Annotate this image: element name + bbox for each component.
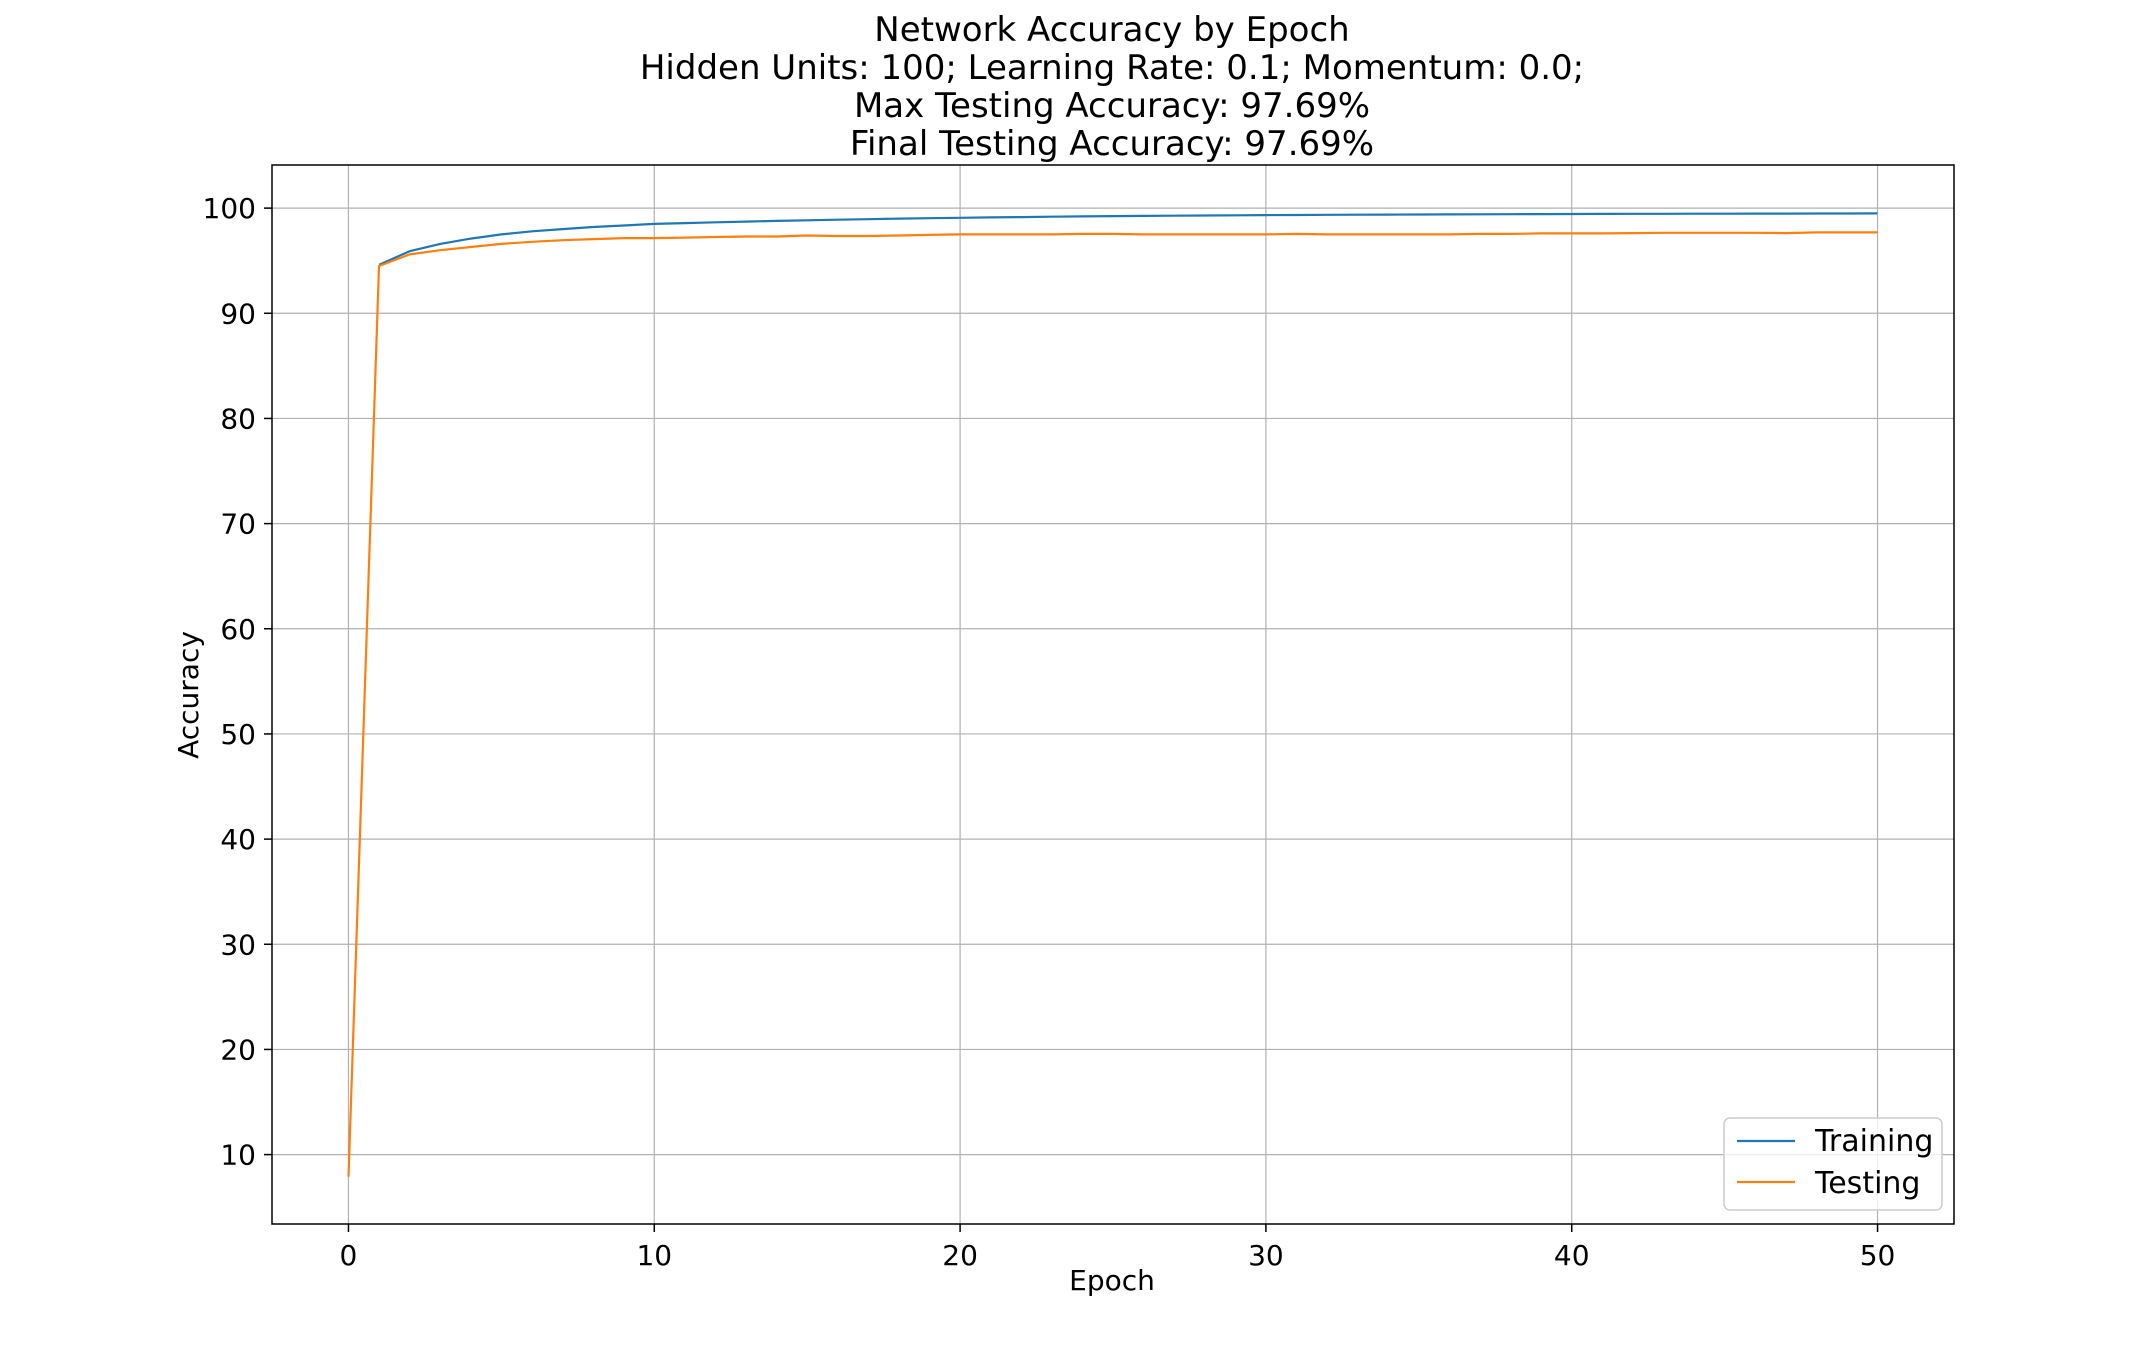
y-tick-label: 10 — [220, 1139, 256, 1172]
x-tick-label: 50 — [1860, 1239, 1896, 1272]
y-tick-label: 60 — [220, 613, 256, 646]
y-tick-label: 100 — [203, 192, 256, 225]
y-tick-label: 40 — [220, 823, 256, 856]
y-tick-label: 80 — [220, 402, 256, 435]
chart-subtitle-final-accuracy: Final Testing Accuracy: 97.69% — [850, 124, 1374, 164]
x-tick-label: 30 — [1248, 1239, 1284, 1272]
legend: Training Testing — [1723, 1117, 1943, 1211]
x-axis-label: Epoch — [1069, 1264, 1155, 1297]
y-tick-label: 50 — [220, 718, 256, 751]
series-line-training — [378, 212, 1878, 266]
plot-area-frame — [271, 164, 1955, 1225]
y-tick-label: 20 — [220, 1033, 256, 1066]
grid-lines — [272, 165, 1954, 1224]
y-tick-label: 90 — [220, 297, 256, 330]
x-axis-ticks: 0 10 20 30 40 50 — [340, 1224, 1896, 1272]
chart-subtitle-hyperparameters: Hidden Units: 100; Learning Rate: 0.1; M… — [640, 48, 1584, 88]
x-tick-label: 0 — [340, 1239, 358, 1272]
y-tick-label: 70 — [220, 508, 256, 541]
series-line-testing — [347, 231, 1878, 1177]
chart-title: Network Accuracy by Epoch Hidden Units: … — [640, 10, 1584, 164]
legend-label-testing: Testing — [1814, 1166, 1920, 1201]
x-tick-label: 20 — [942, 1239, 978, 1272]
chart-subtitle-max-accuracy: Max Testing Accuracy: 97.69% — [854, 86, 1370, 126]
y-axis-label: Accuracy — [172, 631, 205, 759]
x-tick-label: 40 — [1554, 1239, 1590, 1272]
series-lines — [347, 212, 1878, 1177]
y-tick-label: 30 — [220, 928, 256, 961]
chart-title-line-1: Network Accuracy by Epoch — [874, 10, 1349, 50]
y-axis-ticks: 10 20 30 40 50 60 70 80 90 100 — [203, 192, 272, 1172]
legend-label-training: Training — [1814, 1124, 1933, 1159]
x-tick-label: 10 — [636, 1239, 672, 1272]
